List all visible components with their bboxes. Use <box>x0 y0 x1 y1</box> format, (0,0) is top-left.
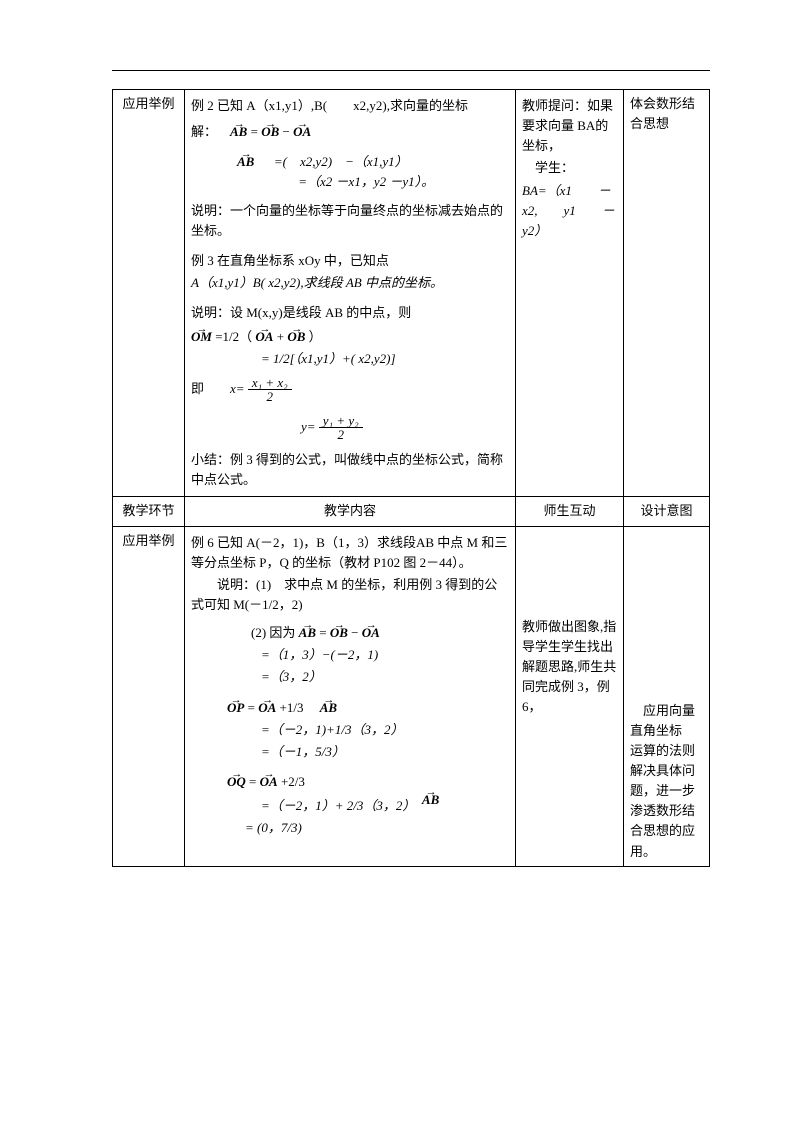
content-cell: 例 2 已知 A（x1,y1）,B( x2,y2),求向量的坐标 解： →AB … <box>185 90 516 497</box>
calc-line: =（－2，1)+1/3（3，2） <box>191 720 509 740</box>
vector-ab-icon: →AB <box>422 788 439 810</box>
example-2-intro: 例 2 已知 A（x1,y1）,B( x2,y2),求向量的坐标 <box>191 96 509 116</box>
vector-ab-icon: →AB <box>299 621 316 643</box>
vector-oa-icon: →OA <box>362 621 380 643</box>
vector-op-icon: →OP <box>227 696 244 718</box>
solution-block: 解： →AB = →OB − →OA <box>191 120 509 142</box>
y-eq: y= <box>301 419 316 434</box>
teacher-guide: 教师做出图象,指导学生学生找出解题思路,师生共同完成例 3，例 6， <box>522 617 617 718</box>
vector-oa-icon: →OA <box>258 696 276 718</box>
eq: = <box>319 625 326 640</box>
example-3-line2: A（x1,y1）B( x2,y2),求线段 AB 中点的坐标。 <box>191 273 509 293</box>
col-header: 设计意图 <box>624 497 710 526</box>
vector-oq-icon: →OQ <box>227 770 246 792</box>
example-3-line1: 例 3 在直角坐标系 xOy 中，已知点 <box>191 251 509 271</box>
table-row: 应用举例 例 2 已知 A（x1,y1）,B( x2,y2),求向量的坐标 解：… <box>113 90 710 497</box>
eq: = <box>248 700 259 715</box>
oq-equation: →OQ = →OA +2/3 <box>191 770 509 792</box>
col-header: 师生互动 <box>516 497 624 526</box>
section-label: 应用举例 <box>113 90 185 497</box>
student-answer: BA=（x1 －x2, y1 －y2） <box>522 181 617 241</box>
interaction-cell: 教师提问：如果要求向量 BA的坐标， 学生： BA=（x1 －x2, y1 －y… <box>516 90 624 497</box>
col-header: 教学环节 <box>113 497 185 526</box>
calc-line: =（1，3）−(－2，1) <box>191 645 509 665</box>
eq: = <box>249 774 260 789</box>
table-row: 应用举例 例 6 已知 A(－2，1)，B（1，3）求线段AB 中点 M 和三等… <box>113 526 710 866</box>
vector-ab-icon: →AB <box>237 150 254 172</box>
part2-line: (2) 因为 →AB = →OB − →OA <box>191 621 509 643</box>
teacher-q: 教师提问：如果要求向量 BA的坐标， <box>522 96 617 156</box>
intent-cell: 体会数形结合思想 <box>624 90 710 497</box>
interaction-cell: 教师做出图象,指导学生学生找出解题思路,师生共同完成例 3，例 6， <box>516 526 624 866</box>
vector-ob-icon: →OB <box>287 325 305 347</box>
section-label: 应用举例 <box>113 526 185 866</box>
table-header-row: 教学环节 教学内容 师生互动 设计意图 <box>113 497 710 526</box>
top-rule <box>112 70 710 71</box>
vector-ab-icon: →AB <box>320 696 337 718</box>
vector-oa-icon: →OA <box>260 770 278 792</box>
plus-fraction: +1/3 <box>280 700 317 715</box>
denominator: 2 <box>319 428 363 442</box>
x-eq: x= <box>230 381 245 396</box>
calc-line: =（－1，5/3） <box>191 742 509 762</box>
part2-label: (2) 因为 <box>251 625 299 640</box>
lesson-table: 应用举例 例 2 已知 A（x1,y1）,B( x2,y2),求向量的坐标 解：… <box>112 89 710 867</box>
numerator: y₁ + y₂ <box>319 414 363 429</box>
summary: 小结：例 3 得到的公式，叫做线中点的坐标公式，简称中点公式。 <box>191 450 509 490</box>
vector-om-icon: →OM <box>191 325 212 347</box>
vector-oa-icon: →OA <box>293 120 311 142</box>
example-6-intro: 例 6 已知 A(－2，1)，B（1，3）求线段AB 中点 M 和三等分点坐标 … <box>191 533 509 573</box>
fraction: x₁ + x₂ 2 <box>248 376 292 404</box>
example-6-step1: 说明：(1) 求中点 M 的坐标，利用例 3 得到的公式可知 M(－1/2，2) <box>191 575 509 615</box>
content-cell: 例 6 已知 A(－2，1)，B（1，3）求线段AB 中点 M 和三等分点坐标 … <box>185 526 516 866</box>
note-2: 说明：设 M(x,y)是线段 AB 的中点，则 <box>191 303 509 323</box>
calc-line: =（3，2） <box>191 667 509 687</box>
text: =（－2，1）+ 2/3（3，2） <box>261 798 415 813</box>
plus-fraction: +2/3 <box>281 774 305 789</box>
solve-label: 解： <box>191 124 217 139</box>
denominator: 2 <box>248 390 292 404</box>
vector-oa-icon: →OA <box>255 325 273 347</box>
vector-ob-icon: →OB <box>261 120 279 142</box>
om-expand: = 1/2[（x1,y1）+( x2,y2)] <box>191 349 509 369</box>
vector-ab-icon: →AB <box>230 120 247 142</box>
calc-line: =( x2,y2) −（x1,y1） <box>274 154 408 169</box>
calc-line: =（－2，1）+ 2/3（3，2） →AB <box>191 794 509 816</box>
student-label: 学生： <box>522 158 617 178</box>
minus: − <box>351 625 362 640</box>
note-1: 说明：一个向量的坐标等于向量终点的坐标减去始点的坐标。 <box>191 201 509 241</box>
label-ji: 即 <box>191 381 204 396</box>
intent-cell: 应用向量直角坐标 运算的法则解决具体问题，进一步渗透数形结合思想的应用。 <box>624 526 710 866</box>
text: =1/2（ <box>215 329 252 344</box>
x-midpoint: 即 x= x₁ + x₂ 2 <box>191 376 509 404</box>
close-paren: ） <box>309 329 322 344</box>
plus: + <box>277 329 284 344</box>
col-header: 教学内容 <box>185 497 516 526</box>
calc-line: = (0，7/3) <box>191 818 509 838</box>
y-midpoint: y= y₁ + y₂ 2 <box>191 414 509 442</box>
op-equation: →OP = →OA +1/3 →AB <box>191 696 509 718</box>
intent-text: 应用向量直角坐标 运算的法则解决具体问题，进一步渗透数形结合思想的应用。 <box>630 701 703 862</box>
vector-ob-icon: →OB <box>330 621 348 643</box>
numerator: x₁ + x₂ <box>248 376 292 391</box>
ab-expand: →AB =( x2,y2) −（x1,y1） =（x2 －x1，y2 －y1）。 <box>191 150 509 192</box>
fraction: y₁ + y₂ 2 <box>319 414 363 442</box>
calc-line: =（x2 －x1，y2 －y1）。 <box>298 174 434 189</box>
om-equation: →OM =1/2（ →OA + →OB ） <box>191 325 509 347</box>
